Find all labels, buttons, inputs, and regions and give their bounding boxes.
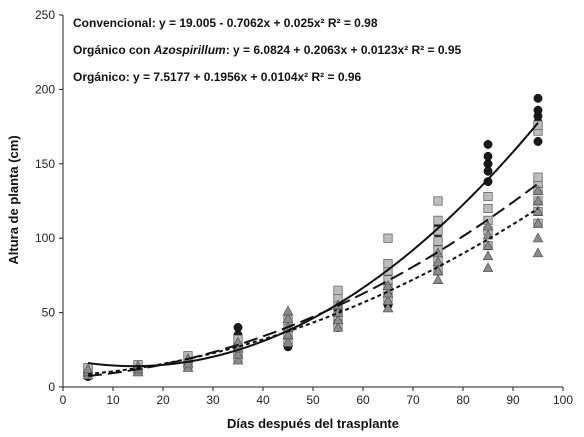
data-point-organico [382, 302, 394, 313]
x-tick-label: 70 [406, 393, 420, 407]
data-point-azospirillum [433, 215, 443, 225]
data-point-organico [482, 262, 494, 273]
trend-line-organico [87, 207, 539, 375]
data-point-azospirillum [383, 233, 393, 243]
data-point-organico [382, 280, 394, 290]
data-point-organico [82, 363, 94, 374]
data-point-azospirillum [483, 191, 493, 202]
plot-marks [82, 93, 544, 382]
data-point-organico [282, 305, 294, 316]
x-tick-label: 90 [506, 393, 520, 407]
data-point-convencional [483, 159, 493, 169]
data-point-convencional [483, 166, 493, 176]
equation-box: Convencional: y = 19.005 - 0.7062x + 0.0… [73, 16, 462, 84]
data-point-organico [432, 265, 444, 276]
data-point-organico [232, 336, 244, 347]
x-tick-label: 30 [206, 393, 220, 407]
x-tick-label: 20 [156, 393, 170, 407]
trend-line-convencional [87, 122, 539, 368]
axes: 0 10 20 30 40 50 60 70 80 90 100 0 50 100 150 200 250 [35, 8, 573, 407]
equation-organico: Orgánico: y = 7.5177 + 0.1956x + 0.0104x… [73, 70, 362, 84]
data-point-organico [532, 205, 544, 216]
data-point-organico [282, 336, 294, 347]
y-axis-title: Altura de planta (cm) [6, 135, 21, 264]
data-point-organico [232, 354, 244, 365]
data-point-convencional [233, 323, 243, 332]
data-point-azospirillum [433, 236, 443, 246]
data-point-azospirillum [483, 203, 493, 213]
data-point-organico [482, 220, 494, 231]
x-axis-title: Días después del trasplante [227, 416, 399, 431]
equation-azospirillum: Orgánico con Azospirillum: y = 6.0824 + … [73, 43, 462, 57]
data-point-organico [532, 195, 544, 206]
data-point-convencional [533, 105, 543, 115]
data-point-azospirillum [533, 120, 543, 130]
data-point-azospirillum [333, 285, 343, 295]
data-point-convencional [533, 137, 543, 146]
y-tick-label: 250 [35, 8, 55, 22]
data-point-organico [532, 184, 544, 195]
x-tick-label: 80 [456, 393, 470, 407]
data-point-organico [432, 274, 444, 284]
y-tick-label: 150 [35, 157, 55, 171]
data-point-organico [332, 314, 344, 325]
trend-line-azospirillum [87, 182, 539, 377]
data-point-azospirillum [533, 172, 543, 182]
data-point-azospirillum [383, 258, 393, 269]
equation-convencional: Convencional: y = 19.005 - 0.7062x + 0.0… [73, 16, 378, 30]
data-point-convencional [483, 177, 493, 187]
data-point-organico [332, 321, 344, 332]
y-tick-label: 100 [35, 231, 55, 245]
data-point-azospirillum [433, 196, 443, 206]
data-point-organico [382, 295, 394, 305]
y-tick-label: 200 [35, 82, 55, 96]
data-point-organico [482, 250, 494, 261]
data-point-organico [282, 312, 294, 323]
x-tick-label: 10 [106, 393, 120, 407]
data-point-organico [282, 329, 294, 340]
data-point-convencional [483, 140, 493, 149]
data-point-organico [232, 348, 244, 359]
data-point-organico [432, 256, 444, 267]
data-point-convencional [483, 151, 493, 161]
data-point-organico [482, 240, 494, 250]
y-tick-label: 0 [48, 380, 55, 394]
data-point-organico [532, 247, 544, 258]
data-point-convencional [533, 93, 543, 103]
x-tick-label: 50 [306, 393, 320, 407]
data-point-organico [532, 232, 544, 243]
x-tick-label: 0 [60, 393, 67, 407]
x-tick-label: 40 [256, 393, 270, 407]
y-tick-label: 50 [42, 306, 56, 320]
data-point-organico [532, 217, 544, 228]
x-tick-label: 100 [553, 393, 573, 407]
trend-lines [87, 122, 539, 377]
x-tick-label: 60 [356, 393, 370, 407]
